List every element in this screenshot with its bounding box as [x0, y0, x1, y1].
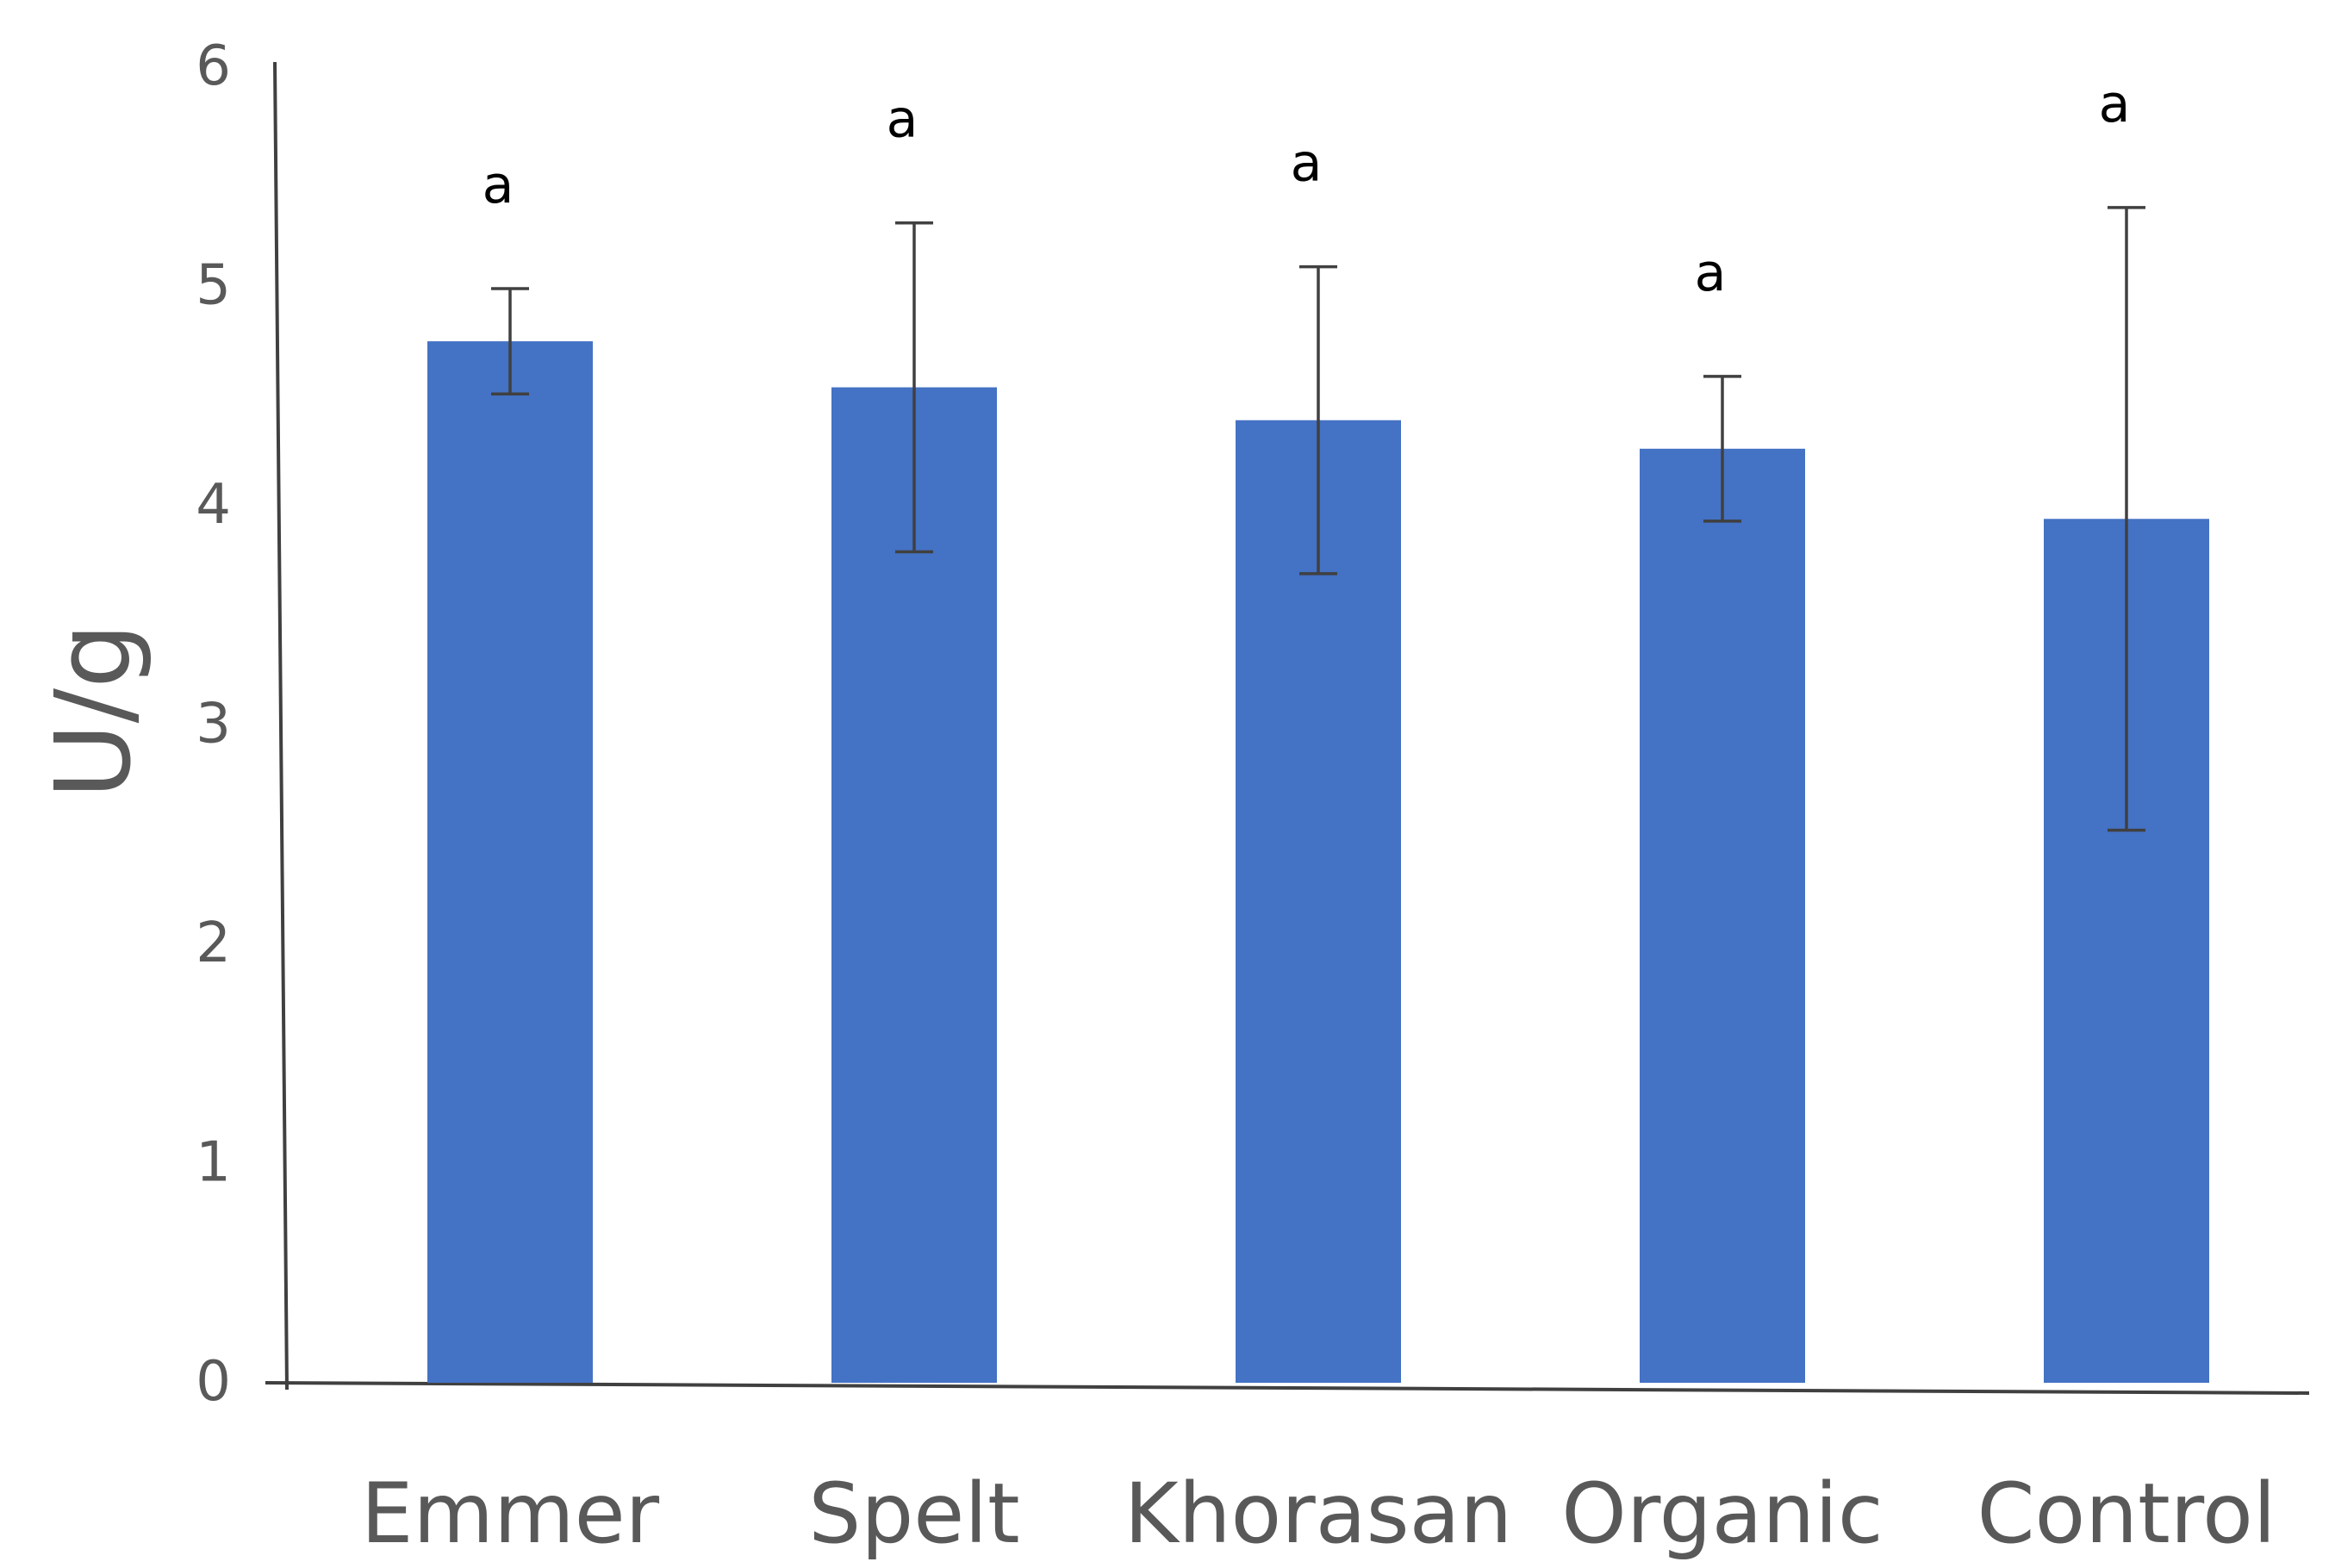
y-tick-label: 5	[196, 254, 231, 318]
y-tick-label: 1	[196, 1131, 231, 1195]
error-bars	[491, 206, 2145, 832]
bars	[427, 341, 2209, 1383]
x-axis-line	[265, 1381, 2310, 1395]
axes	[265, 61, 2310, 1395]
bar	[427, 341, 593, 1383]
x-tick-label: Organic	[1561, 1465, 1883, 1562]
significance-labels: a a a a a	[483, 74, 2131, 303]
significance-label: a	[1291, 134, 1323, 194]
x-tick-label: Emmer	[361, 1465, 660, 1562]
bar	[1640, 448, 1805, 1383]
x-tick-label: Spelt	[808, 1465, 1019, 1562]
y-tick-label: 2	[196, 912, 231, 975]
y-tick-labels: 0 1 2 3 4 5 6	[196, 34, 231, 1414]
y-tick-label: 4	[196, 473, 231, 537]
x-tick-label: Khorasan	[1124, 1465, 1513, 1562]
x-tick-labels: Emmer Spelt Khorasan Organic Control	[361, 1465, 2276, 1562]
significance-label: a	[483, 155, 514, 215]
significance-label: a	[2099, 74, 2131, 134]
significance-label: a	[1695, 243, 1727, 303]
x-tick-label: Control	[1977, 1465, 2276, 1562]
y-axis-label: U/g	[34, 623, 154, 799]
bar	[1236, 420, 1401, 1383]
significance-label: a	[887, 90, 918, 150]
y-axis-line	[273, 61, 289, 1391]
y-tick-label: 6	[196, 34, 231, 98]
y-tick-label: 0	[196, 1350, 231, 1414]
y-tick-label: 3	[196, 693, 231, 756]
